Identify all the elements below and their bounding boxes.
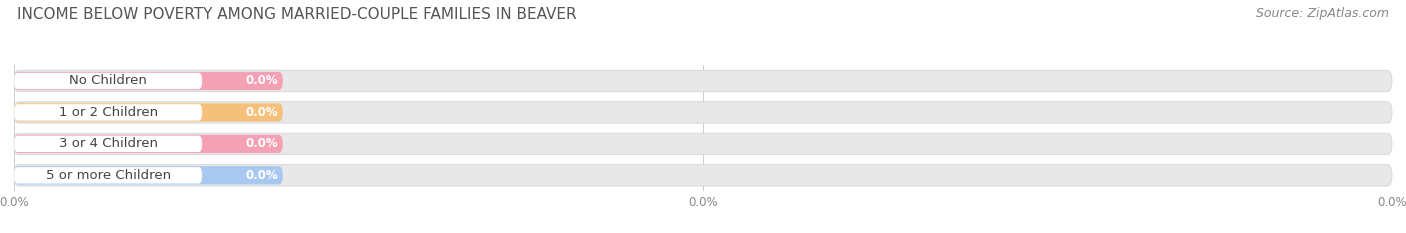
FancyBboxPatch shape [14,167,202,184]
Text: 1 or 2 Children: 1 or 2 Children [59,106,157,119]
FancyBboxPatch shape [14,103,283,122]
FancyBboxPatch shape [14,135,283,153]
FancyBboxPatch shape [14,73,202,89]
FancyBboxPatch shape [14,104,202,121]
FancyBboxPatch shape [14,166,283,185]
Text: No Children: No Children [69,75,148,87]
Text: 0.0%: 0.0% [246,106,278,119]
FancyBboxPatch shape [14,70,1392,92]
Text: INCOME BELOW POVERTY AMONG MARRIED-COUPLE FAMILIES IN BEAVER: INCOME BELOW POVERTY AMONG MARRIED-COUPL… [17,7,576,22]
FancyBboxPatch shape [14,133,1392,154]
FancyBboxPatch shape [14,102,1392,123]
Text: Source: ZipAtlas.com: Source: ZipAtlas.com [1256,7,1389,20]
FancyBboxPatch shape [14,72,283,90]
FancyBboxPatch shape [14,165,1392,186]
Text: 0.0%: 0.0% [246,75,278,87]
Text: 5 or more Children: 5 or more Children [45,169,170,182]
Text: 0.0%: 0.0% [246,137,278,150]
FancyBboxPatch shape [14,136,202,152]
Text: 0.0%: 0.0% [246,169,278,182]
Text: 3 or 4 Children: 3 or 4 Children [59,137,157,150]
